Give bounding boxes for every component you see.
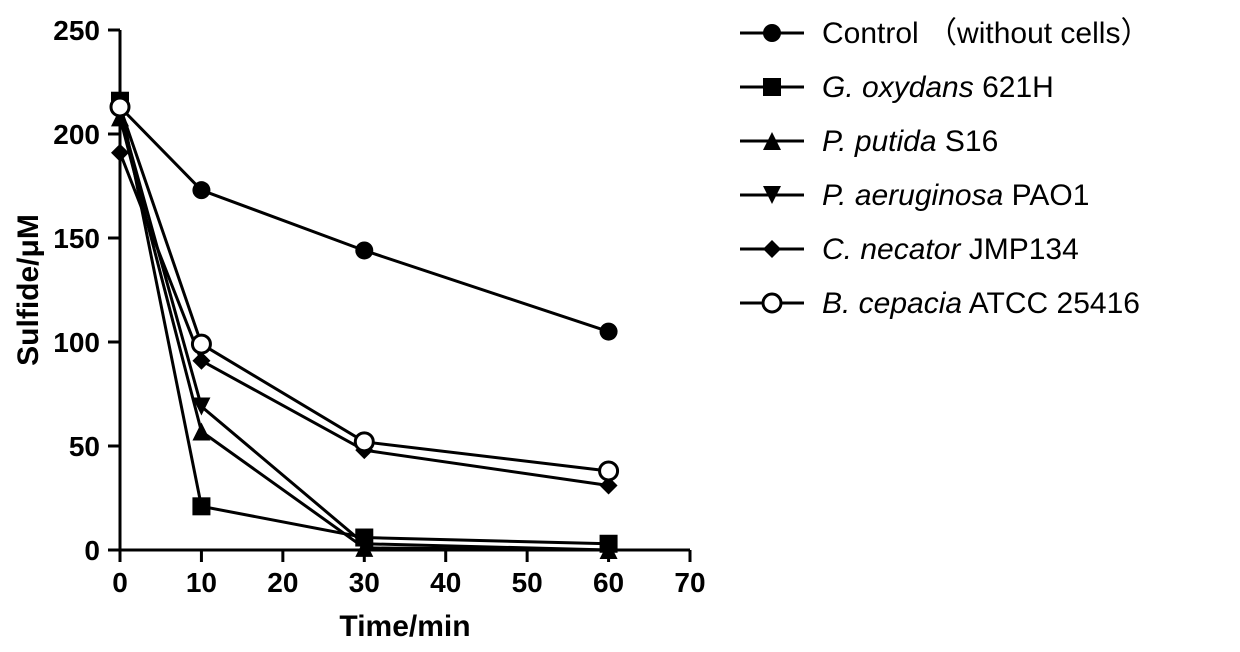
chart-svg: 0 50 100 150 200 250 0 10 20 30 40 50 60 70 Sulfide/μM… (0, 0, 1240, 652)
legend-row-p-putida: P. putida S16 (740, 125, 998, 158)
legend-marker-control (763, 24, 781, 42)
legend-row-control: Control （without cells） (740, 17, 1150, 50)
x-tick-label: 10 (186, 567, 217, 598)
x-axis-label: Time/min (339, 610, 470, 643)
y-tick-label: 100 (53, 327, 100, 358)
legend-row-b-cepacia: B. cepacia ATCC 25416 (740, 287, 1140, 320)
legend-row-c-necator: C. necator JMP134 (740, 233, 1079, 266)
marker-b-cepacia (355, 433, 373, 451)
marker-p-putida (192, 422, 210, 440)
legend-label: P. putida S16 (822, 125, 998, 158)
legend-label: B. cepacia ATCC 25416 (822, 287, 1140, 320)
x-tick-label: 70 (674, 567, 705, 598)
x-tick-label: 30 (349, 567, 380, 598)
legend-marker-g-oxydans (763, 78, 781, 96)
legend-label: G. oxydans 621H (822, 71, 1054, 104)
y-tick-label: 200 (53, 119, 100, 150)
series-line (120, 107, 609, 471)
marker-b-cepacia (192, 335, 210, 353)
legend-row-g-oxydans: G. oxydans 621H (740, 71, 1054, 104)
marker-control (600, 323, 618, 341)
sulfide-time-chart: 0 50 100 150 200 250 0 10 20 30 40 50 60 70 Sulfide/μM… (0, 0, 1240, 652)
marker-b-cepacia (111, 98, 129, 116)
series-b-cepacia-markers (111, 98, 618, 480)
legend-label: P. aeruginosa PAO1 (822, 179, 1089, 212)
series-line (120, 107, 609, 332)
marker-g-oxydans (192, 497, 210, 515)
legend-label: Control （without cells） (822, 17, 1150, 50)
marker-b-cepacia (600, 462, 618, 480)
legend-marker-b-cepacia (763, 294, 781, 312)
marker-control (355, 241, 373, 259)
y-tick-label: 150 (53, 223, 100, 254)
series-b-cepacia (120, 107, 609, 471)
y-tick-label: 50 (69, 431, 100, 462)
y-tick-label: 0 (84, 535, 100, 566)
y-axis-label: Sulfide/μM (12, 214, 45, 366)
marker-control (192, 181, 210, 199)
x-tick-label: 0 (112, 567, 128, 598)
y-tick-label: 250 (53, 15, 100, 46)
x-tick-label: 50 (512, 567, 543, 598)
series-p-aeruginosa (120, 113, 609, 550)
x-tick-label: 20 (267, 567, 298, 598)
series-p-aeruginosa-markers (111, 104, 618, 559)
x-tick-label: 60 (593, 567, 624, 598)
legend-marker-c-necator (763, 240, 781, 258)
legend-row-p-aeruginosa: P. aeruginosa PAO1 (740, 179, 1089, 212)
series-line (120, 113, 609, 550)
legend-label: C. necator JMP134 (822, 233, 1079, 266)
x-tick-label: 40 (430, 567, 461, 598)
series-control (120, 107, 609, 332)
